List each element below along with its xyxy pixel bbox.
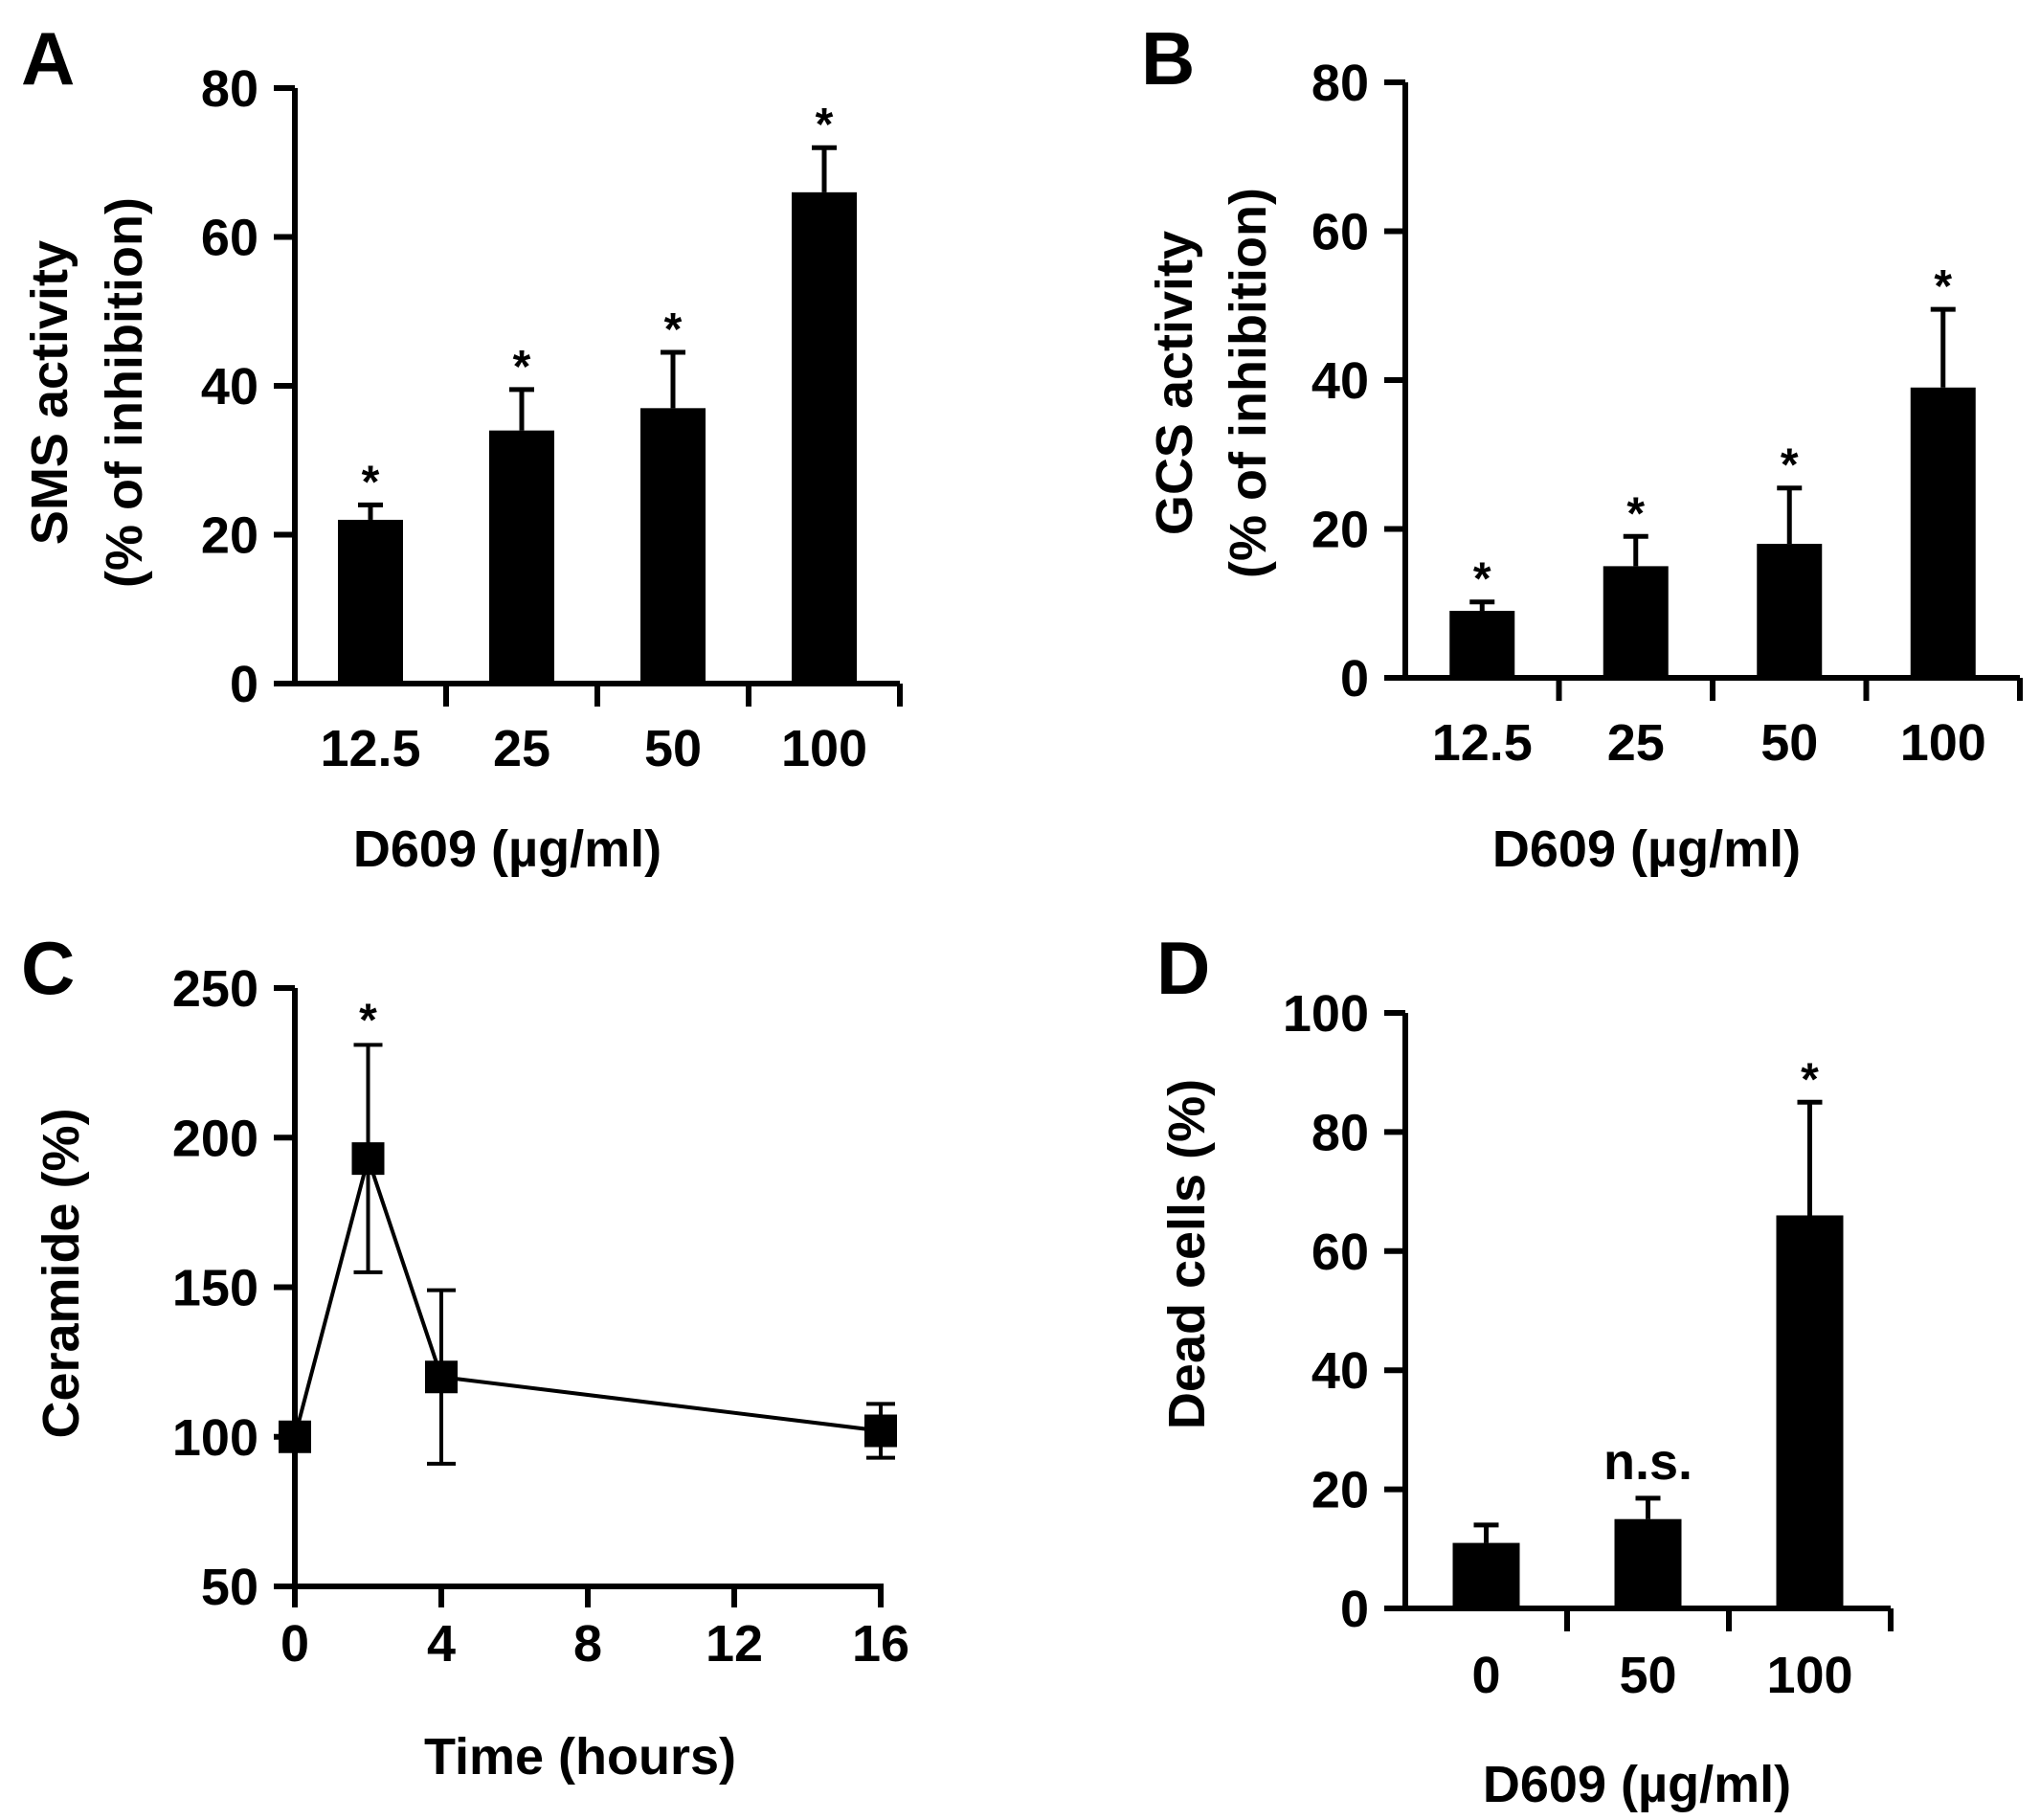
panel-d-y-tick-label: 20 bbox=[1311, 1462, 1369, 1519]
panel-c-x-tick-label: 4 bbox=[427, 1615, 456, 1673]
panel-c-y-tick-label: 50 bbox=[201, 1559, 258, 1616]
panel-c-x-tick-label: 8 bbox=[573, 1615, 602, 1673]
panel-a-significance-label: * bbox=[664, 304, 683, 355]
panel-c-x-tick-label: 12 bbox=[706, 1615, 763, 1673]
panel-c-ylabel: Ceramide (%) bbox=[33, 1108, 90, 1438]
panel-d-letter: D bbox=[1156, 926, 1210, 1010]
panel-b-significance-label: * bbox=[1473, 554, 1491, 605]
panel-a-significance-label: * bbox=[816, 100, 834, 150]
panel-b-y-tick-label: 0 bbox=[1340, 650, 1369, 708]
panel-a: A SMS activity (% of inhibition) D609 (µ… bbox=[21, 16, 903, 878]
panel-b-significance-label: * bbox=[1934, 261, 1952, 312]
panel-d-x-tick-label: 0 bbox=[1471, 1647, 1500, 1704]
panel-d-y-tick-label: 0 bbox=[1340, 1581, 1369, 1638]
panel-d-significance-label: n.s. bbox=[1603, 1433, 1693, 1491]
panel-a-x-tick-label: 25 bbox=[493, 720, 550, 777]
panel-b-y-tick-label: 60 bbox=[1311, 204, 1369, 261]
panel-d-y-tick-label: 100 bbox=[1283, 985, 1369, 1043]
panel-c-letter: C bbox=[21, 926, 75, 1010]
panel-b-bar bbox=[1910, 387, 1976, 678]
panel-b-bar bbox=[1757, 544, 1823, 678]
panel-c-y-tick-label: 150 bbox=[172, 1260, 258, 1317]
panel-c-data-point bbox=[351, 1142, 385, 1176]
panel-b-x-tick-label: 12.5 bbox=[1432, 714, 1533, 772]
panel-c-data-point bbox=[864, 1414, 897, 1448]
panel-d-bar bbox=[1452, 1542, 1520, 1608]
panel-d-ylabel: Dead cells (%) bbox=[1158, 1079, 1216, 1429]
panel-c-xlabel: Time (hours) bbox=[424, 1728, 736, 1786]
panel-b-x-tick-label: 100 bbox=[1900, 714, 1986, 772]
panel-d-plot: 0 20 40 60 80 100 0 50 n.s. 100 * bbox=[1283, 985, 1894, 1704]
panel-c-y-tick-label: 100 bbox=[172, 1409, 258, 1467]
panel-d-xlabel: D609 (µg/ml) bbox=[1483, 1756, 1791, 1813]
panel-c-x-tick-label: 0 bbox=[280, 1615, 309, 1673]
panel-d-y-tick-label: 80 bbox=[1311, 1104, 1369, 1161]
panel-a-ylabel-line1: SMS activity bbox=[21, 240, 78, 545]
panel-a-x-tick-label: 50 bbox=[644, 720, 702, 777]
panel-c: C Ceramide (%) Time (hours) 50 100 150 200 2… bbox=[21, 926, 909, 1786]
panel-a-y-tick-label: 0 bbox=[230, 656, 258, 713]
panel-b-plot: 0 20 40 60 80 12.5 * 25 * 50 * 100 * bbox=[1311, 55, 2023, 772]
panel-a-y-tick-label: 20 bbox=[201, 507, 258, 565]
panel-b-x-tick-label: 50 bbox=[1760, 714, 1818, 772]
panel-a-plot: 0 20 40 60 80 12.5 * 25 * 50 * 100 * bbox=[201, 60, 903, 777]
panel-b-letter: B bbox=[1141, 16, 1195, 101]
panel-d-y-tick-label: 60 bbox=[1311, 1224, 1369, 1281]
panel-a-bar bbox=[338, 519, 403, 684]
panel-d-y-tick-label: 40 bbox=[1311, 1342, 1369, 1400]
panel-d-x-tick-label: 100 bbox=[1766, 1647, 1852, 1704]
panel-c-data-point bbox=[425, 1360, 458, 1394]
panel-b-ylabel-line1: GCS activity bbox=[1146, 231, 1203, 535]
panel-c-y-tick-label: 250 bbox=[172, 960, 258, 1018]
panel-b-significance-label: * bbox=[1781, 440, 1799, 491]
panel-b-bar bbox=[1449, 611, 1515, 678]
panel-b-ylabel-line2: (% of inhibition) bbox=[1220, 188, 1277, 578]
panel-c-series-line bbox=[293, 1152, 882, 1438]
panel-a-y-tick-label: 60 bbox=[201, 210, 258, 267]
panel-d-x-tick-label: 50 bbox=[1619, 1647, 1676, 1704]
panel-b-xlabel: D609 (µg/ml) bbox=[1492, 820, 1801, 878]
panel-c-plot: 50 100 150 200 250 0 4 8 12 16 * bbox=[172, 960, 909, 1673]
panel-b-bar bbox=[1603, 566, 1669, 678]
panel-b-x-tick-label: 25 bbox=[1607, 714, 1665, 772]
panel-b-y-tick-label: 80 bbox=[1311, 55, 1369, 112]
panel-a-letter: A bbox=[21, 16, 75, 101]
panel-a-bar bbox=[640, 408, 706, 684]
panel-a-y-tick-label: 40 bbox=[201, 358, 258, 416]
panel-a-significance-label: * bbox=[513, 342, 531, 393]
panel-b-y-tick-label: 20 bbox=[1311, 502, 1369, 559]
panel-b-y-tick-label: 40 bbox=[1311, 352, 1369, 410]
panel-d: D Dead cells (%) D609 (µg/ml) 0 20 40 60 80 1… bbox=[1156, 926, 1894, 1813]
panel-a-xlabel: D609 (µg/ml) bbox=[353, 820, 661, 878]
panel-d-bar bbox=[1776, 1215, 1844, 1608]
panel-d-significance-label: * bbox=[1801, 1054, 1819, 1105]
panel-b: B GCS activity (% of inhibition) D609 (µ… bbox=[1141, 16, 2023, 878]
panel-c-significance-label: * bbox=[359, 995, 377, 1045]
panel-a-ylabel-line2: (% of inhibition) bbox=[96, 197, 153, 588]
panel-a-bar bbox=[489, 430, 554, 684]
panel-a-x-tick-label: 12.5 bbox=[320, 720, 420, 777]
panel-a-y-tick-label: 80 bbox=[201, 60, 258, 118]
panel-c-y-tick-label: 200 bbox=[172, 1110, 258, 1167]
panel-c-data-point bbox=[279, 1420, 311, 1453]
panel-c-x-tick-label: 16 bbox=[852, 1615, 909, 1673]
panel-a-bar bbox=[792, 191, 857, 685]
panel-a-significance-label: * bbox=[362, 457, 380, 507]
panel-a-x-tick-label: 100 bbox=[781, 720, 867, 777]
panel-b-significance-label: * bbox=[1626, 488, 1645, 539]
panel-d-bar bbox=[1614, 1518, 1682, 1608]
